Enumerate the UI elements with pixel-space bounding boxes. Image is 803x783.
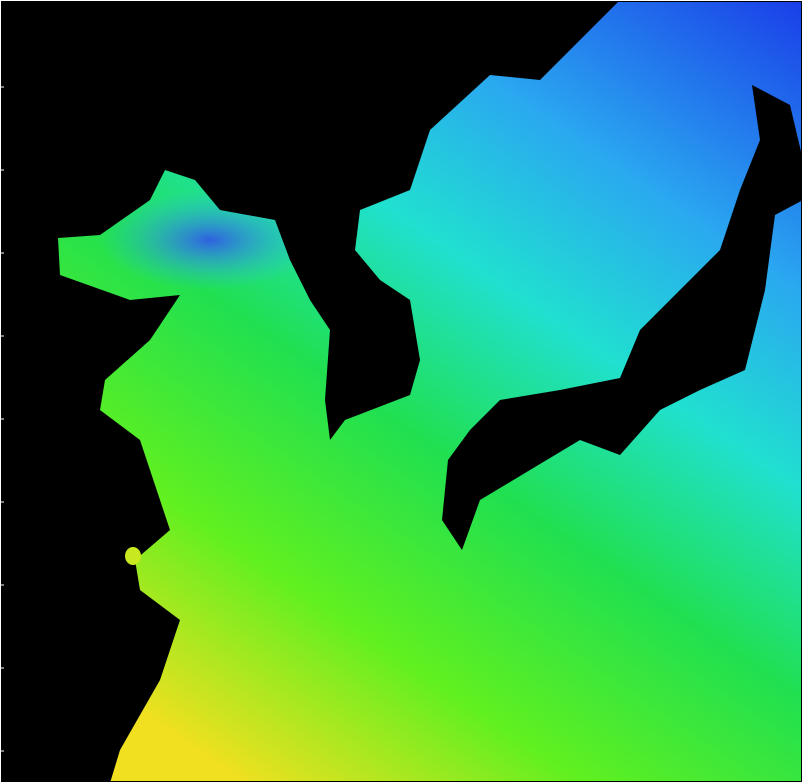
edge-ticks bbox=[0, 86, 4, 752]
japan bbox=[442, 85, 803, 550]
island bbox=[125, 547, 141, 565]
mainland-korea bbox=[0, 0, 620, 783]
